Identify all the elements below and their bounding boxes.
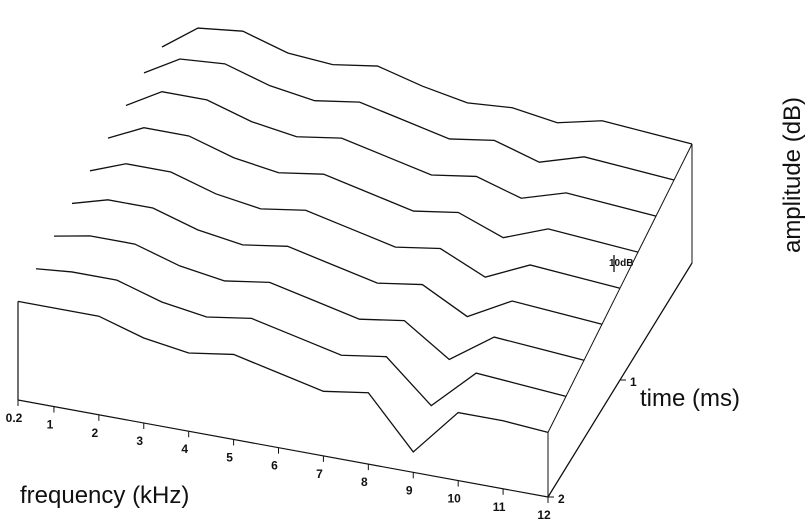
z-tick-label: 2 bbox=[558, 492, 565, 506]
spectrum-line bbox=[125, 91, 657, 217]
spectrum-line bbox=[53, 235, 585, 361]
spectrum-line bbox=[35, 268, 567, 407]
x-tick-label: 2 bbox=[92, 426, 99, 440]
spectrum-line bbox=[17, 300, 549, 453]
x-tick-label: 7 bbox=[316, 467, 323, 481]
slice-fill bbox=[36, 268, 566, 468]
x-tick-label: 5 bbox=[226, 450, 233, 464]
z-axis-label: time (ms) bbox=[640, 385, 740, 412]
x-tick-label: 9 bbox=[406, 483, 413, 497]
x-tick-label: 10 bbox=[447, 492, 461, 506]
spectrum-line bbox=[71, 199, 603, 325]
x-tick-label: 3 bbox=[136, 434, 143, 448]
slice-fill bbox=[18, 301, 548, 497]
x-axis-label: frequency (kHz) bbox=[20, 482, 189, 509]
spectrum-line bbox=[161, 27, 693, 145]
scale-bar-label: 10dB bbox=[609, 258, 633, 269]
spectrum-line bbox=[143, 58, 675, 181]
x-tick-label: 11 bbox=[493, 500, 506, 514]
x-tick-label: 8 bbox=[361, 475, 368, 489]
spectrum-line bbox=[107, 127, 639, 253]
x-tick-label: 12 bbox=[537, 508, 551, 522]
z-tick-label: 1 bbox=[630, 375, 637, 389]
x-tick-label: 6 bbox=[271, 459, 278, 473]
spectrum-line bbox=[89, 163, 621, 289]
y-axis-label: amplitude (dB) bbox=[779, 97, 806, 253]
x-tick-label: 0.2 bbox=[6, 411, 23, 425]
slice-fill bbox=[54, 235, 584, 439]
front-edge bbox=[17, 399, 549, 498]
x-tick-label: 1 bbox=[47, 418, 54, 432]
x-tick-label: 4 bbox=[181, 442, 188, 456]
